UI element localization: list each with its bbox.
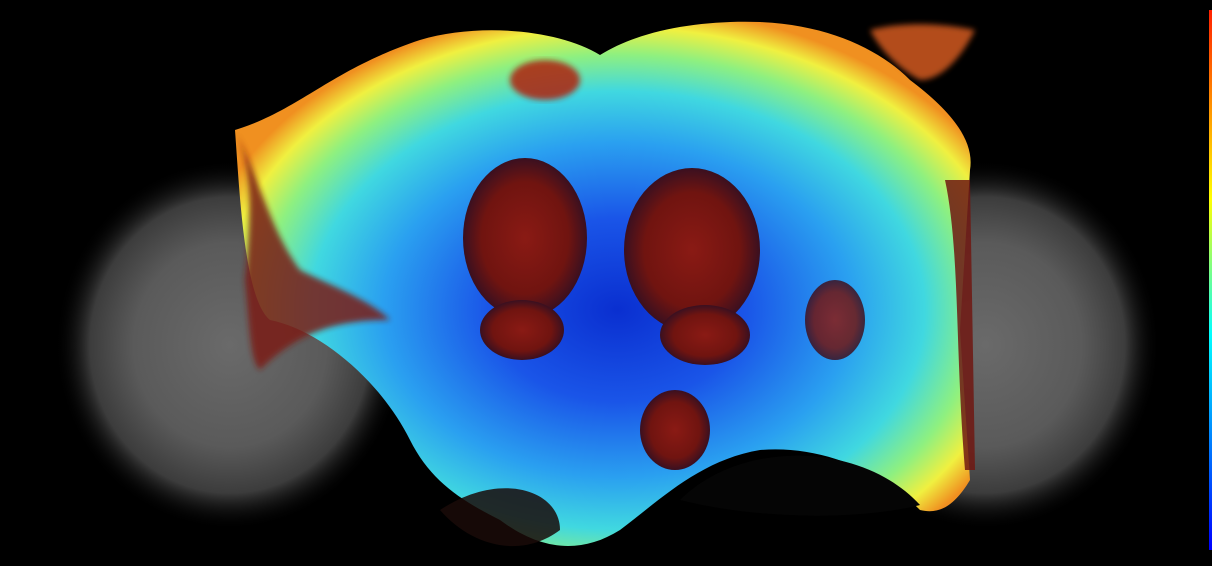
right-lobe-lower [660,305,750,365]
left-lobe-lower [480,300,564,360]
left-tissue [235,130,390,370]
lower-blob [640,390,710,470]
right-tissue [945,180,975,470]
color-bar [1209,10,1212,550]
right-lobe [624,168,760,332]
bottom-shadow-right [680,455,920,516]
side-blob [805,280,865,360]
brain-surface [235,21,971,547]
top-right-tissue [870,24,975,80]
left-lobe [463,158,587,318]
bottom-shadow-left [440,488,560,547]
top-blob [510,60,580,100]
